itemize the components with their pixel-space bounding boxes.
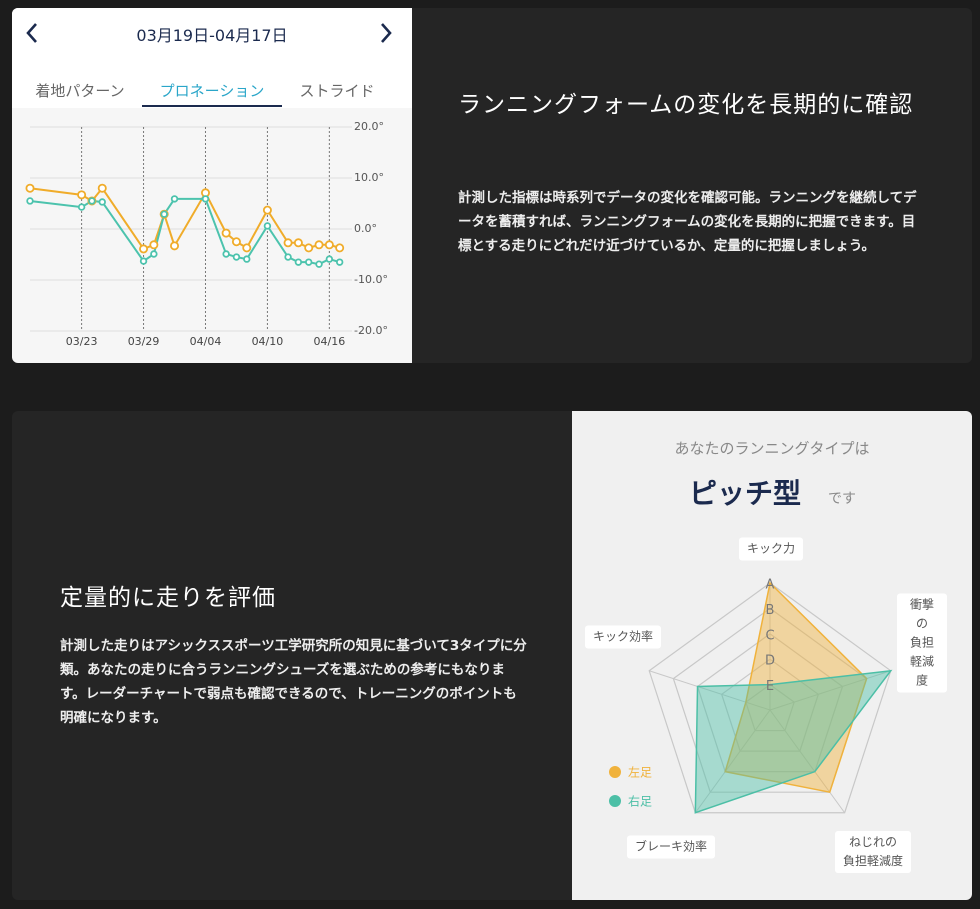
point <box>315 260 323 268</box>
point <box>335 243 345 253</box>
x-tick-label: 04/10 <box>252 335 284 348</box>
line-chart: 20.0° 10.0° 0.0° -10.0° -20.0° 03/23 03/29 04/0… <box>25 120 388 348</box>
y-tick-label: 0.0° <box>354 222 377 235</box>
point <box>221 228 231 238</box>
point <box>97 183 107 193</box>
ring <box>745 683 795 732</box>
point <box>293 238 303 248</box>
spoke <box>649 670 771 711</box>
point <box>88 197 96 205</box>
axis-label: キック効率 <box>584 625 662 649</box>
series-line <box>29 186 340 251</box>
point <box>149 240 159 250</box>
axis-label: ねじれの 負担軽減度 <box>834 831 912 873</box>
spoke <box>769 709 846 814</box>
point <box>170 241 180 251</box>
next-button[interactable] <box>378 22 394 44</box>
point <box>263 222 272 230</box>
point <box>283 238 293 248</box>
point <box>139 257 148 265</box>
ring <box>720 658 820 752</box>
tab[interactable]: 着地パターン <box>35 82 125 100</box>
tab-underline <box>142 105 282 107</box>
point <box>284 253 292 261</box>
date-range: 03月19日-04月17日 <box>136 26 288 45</box>
point <box>98 198 106 206</box>
result-type: ピッチ型 <box>689 477 801 510</box>
point <box>304 243 314 253</box>
axis-label: ブレーキ効率 <box>626 835 716 859</box>
legend-label: 左足 <box>628 765 652 780</box>
r-tick-label: D <box>765 654 775 669</box>
point <box>335 258 344 266</box>
point <box>25 183 35 193</box>
r-tick-label: B <box>766 603 775 618</box>
spoke <box>769 670 891 711</box>
series-line <box>29 197 340 266</box>
point <box>314 240 324 250</box>
point <box>26 197 34 205</box>
point <box>201 195 210 203</box>
prev-button[interactable] <box>24 22 40 44</box>
point <box>77 203 86 211</box>
point <box>262 205 272 215</box>
r-tick-label: A <box>766 578 775 593</box>
heading: ランニングフォームの変化を長期的に確認 <box>458 92 914 118</box>
app-card: 03月19日-04月17日 着地パターン プロネーション ストライド 20.0°… <box>12 8 412 363</box>
point <box>294 258 303 266</box>
point <box>150 250 158 258</box>
point <box>139 244 149 254</box>
point <box>232 253 241 261</box>
x-tick-label: 03/23 <box>66 335 98 348</box>
heading: 定量的に走りを評価 <box>60 585 276 611</box>
point <box>160 210 168 218</box>
spoke <box>694 709 771 814</box>
body-text: 計測した指標は時系列でデータの変化を確認可能。ランニングを継続してデータを蓄積す… <box>458 190 917 254</box>
radar-area <box>724 581 868 794</box>
radar-area <box>694 669 893 814</box>
axis-label: 衝撃の 負担軽減度 <box>897 593 947 693</box>
legend-marker <box>609 795 621 807</box>
r-tick-label: C <box>765 628 774 643</box>
y-tick-label: 20.0° <box>354 120 384 133</box>
point <box>77 190 87 200</box>
point <box>243 255 251 263</box>
point <box>170 195 179 203</box>
tab[interactable]: ストライド <box>299 82 375 100</box>
ring <box>648 582 892 814</box>
point <box>242 243 252 253</box>
x-tick-label: 04/04 <box>190 335 222 348</box>
point <box>222 250 230 258</box>
y-tick-label: -20.0° <box>354 324 388 337</box>
r-tick-label: E <box>766 679 774 694</box>
ring <box>672 607 868 793</box>
point <box>325 255 334 263</box>
app-header <box>12 8 412 108</box>
y-tick-label: -10.0° <box>354 273 388 286</box>
x-tick-label: 03/29 <box>128 335 160 348</box>
result-suffix: です <box>828 491 856 507</box>
legend-marker <box>609 766 621 778</box>
radar-title: あなたのランニングタイプは <box>674 440 869 458</box>
point <box>305 258 313 266</box>
tab[interactable]: プロネーション <box>159 82 265 100</box>
radar-card: あなたのランニングタイプはピッチ型 です左足右足 A B C D E キック力衝撃の 負担軽… <box>572 411 972 900</box>
body-text: 計測した走りはアシックススポーツ工学研究所の知見に基づいて3タイプに分類。あなた… <box>60 638 527 726</box>
point <box>324 240 334 250</box>
x-tick-label: 04/16 <box>314 335 346 348</box>
point <box>231 237 241 247</box>
y-tick-label: 10.0° <box>354 171 384 184</box>
axis-label: キック力 <box>738 537 804 561</box>
legend-label: 右足 <box>628 794 652 809</box>
